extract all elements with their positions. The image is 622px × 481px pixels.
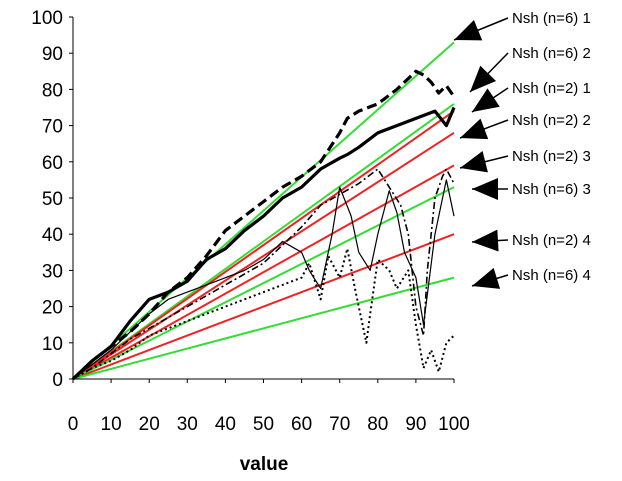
x-tick-label: 50	[253, 414, 274, 435]
data-series-line	[72, 168, 455, 380]
annotation-arrow-head	[460, 118, 489, 140]
annotation-arrow-head	[472, 267, 501, 289]
x-tick-label: 70	[329, 414, 350, 435]
y-ticks: 0 10 20 30 40 50 60 70 80 90 100	[31, 8, 73, 391]
fit-line	[72, 276, 455, 380]
x-tick-label: 60	[291, 414, 312, 435]
annotation-arrow-head	[470, 65, 497, 92]
y-tick-label: 90	[42, 44, 63, 65]
data-series-line	[71, 69, 456, 381]
data-series-line	[72, 247, 455, 380]
x-tick-label: 80	[367, 414, 388, 435]
y-tick-label: 80	[42, 80, 63, 101]
annotation-arrow-head	[472, 88, 500, 112]
y-tick-label: 30	[42, 261, 63, 282]
x-tick-label: 0	[68, 414, 79, 435]
x-tick-label: 90	[405, 414, 426, 435]
annotation-label: Nsh (n=2) 1	[512, 80, 591, 97]
fit-line	[72, 132, 455, 380]
annotation-arrow-head	[460, 151, 488, 173]
data-series-line	[72, 179, 455, 380]
y-tick-label: 40	[42, 225, 63, 246]
fit-line	[72, 186, 455, 380]
y-tick-label: 10	[42, 334, 63, 355]
y-tick-label: 70	[42, 117, 63, 138]
annotation-label: Nsh (n=6) 1	[512, 10, 591, 27]
x-tick-label: 100	[438, 414, 470, 435]
annotation-arrow-head	[472, 229, 499, 252]
x-tick-label: 10	[101, 414, 122, 435]
annotation-arrow-head	[454, 20, 483, 41]
fit-line	[72, 110, 455, 380]
annotations: Nsh (n=6) 1 Nsh (n=6) 2 Nsh (n=2) 1 Nsh (n=…	[453, 10, 591, 289]
fit-line	[72, 41, 455, 380]
annotation-arrow-head	[472, 178, 498, 200]
y-tick-label: 20	[42, 298, 63, 319]
annotation-label: Nsh (n=2) 2	[512, 112, 591, 129]
y-tick-label: 60	[42, 153, 63, 174]
x-axis-label: value	[240, 454, 289, 475]
x-ticks: 0 10 20 30 40 50 60 70 80 90 100	[68, 379, 470, 435]
annotation-label: Nsh (n=2) 3	[512, 148, 591, 165]
annotation-label: Nsh (n=6) 3	[512, 181, 591, 198]
data-series-line	[71, 106, 456, 381]
fit-line	[72, 233, 455, 380]
annotation-label: Nsh (n=2) 4	[512, 232, 591, 249]
fit-line	[72, 164, 455, 380]
y-tick-label: 0	[52, 370, 63, 391]
data-series	[71, 69, 456, 381]
y-tick-label: 50	[42, 189, 63, 210]
annotation-label: Nsh (n=6) 4	[512, 267, 591, 284]
x-tick-label: 40	[215, 414, 236, 435]
y-tick-label: 100	[31, 8, 63, 29]
annotation-label: Nsh (n=6) 2	[512, 45, 591, 62]
x-tick-label: 20	[139, 414, 160, 435]
fit-lines	[72, 41, 455, 380]
x-tick-label: 30	[177, 414, 198, 435]
